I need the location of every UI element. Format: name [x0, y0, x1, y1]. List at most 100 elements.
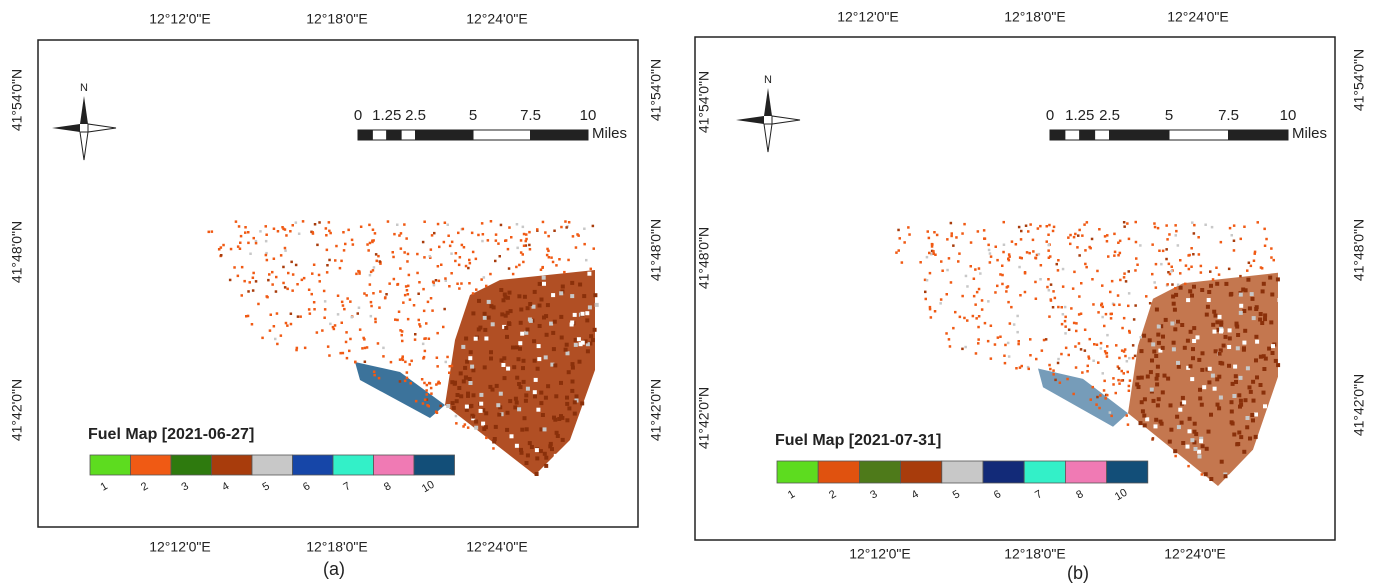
fuel-pixel	[528, 302, 533, 306]
fuel-pixel	[927, 236, 931, 240]
fuel-pixel	[383, 296, 387, 300]
fuel-pixel	[966, 285, 969, 288]
fuel-pixel	[516, 357, 521, 362]
fuel-pixel	[949, 281, 953, 284]
fuel-pixel	[594, 302, 599, 307]
fuel-pixel	[1092, 359, 1095, 362]
fuel-pixel	[468, 282, 471, 285]
fuel-pixel	[1187, 416, 1192, 421]
fuel-pixel	[551, 330, 556, 335]
fuel-pixel	[1176, 319, 1180, 324]
fuel-pixel	[572, 312, 577, 317]
fuel-pixel	[393, 232, 396, 236]
fuel-pixel	[1174, 292, 1179, 297]
fuel-pixel	[1122, 316, 1126, 320]
fuel-pixel	[464, 407, 469, 412]
fuel-pixel	[1191, 347, 1195, 352]
fuel-pixel	[1218, 395, 1223, 400]
fuel-pixel	[457, 263, 461, 267]
fuel-pixel	[508, 226, 511, 229]
fuel-pixel	[392, 255, 395, 259]
fuel-pixel	[1245, 425, 1250, 430]
fuel-pixel	[544, 314, 549, 319]
fuel-pixel	[553, 453, 558, 458]
fuel-pixel	[570, 294, 575, 299]
fuel-pixel	[247, 290, 250, 293]
fuel-pixel	[559, 335, 564, 340]
fuel-pixel	[303, 346, 307, 350]
fuel-pixel	[1229, 400, 1234, 405]
fuel-pixel	[1160, 345, 1165, 350]
fuel-pixel	[1247, 306, 1252, 311]
longitude-label: 12°12'0"E	[837, 9, 899, 25]
fuel-pixel	[1010, 305, 1013, 309]
fuel-pixel	[457, 231, 460, 235]
fuel-pixel	[1127, 270, 1130, 273]
scale-bar-segment	[1064, 129, 1081, 141]
fuel-pixel	[1263, 317, 1267, 322]
fuel-pixel	[474, 257, 478, 261]
fuel-pixel	[442, 325, 445, 329]
longitude-label: 12°18'0"E	[1004, 9, 1066, 25]
fuel-pixel	[1171, 294, 1176, 299]
map-frame	[694, 36, 1336, 541]
fuel-pixel	[429, 386, 433, 390]
fuel-pixel	[404, 285, 408, 288]
fuel-pixel	[1125, 414, 1128, 417]
longitude-label: 12°18'0"E	[1004, 546, 1066, 562]
fuel-pixel	[1039, 264, 1043, 267]
fuel-pixel	[468, 356, 473, 361]
fuel-pixel	[269, 313, 272, 316]
north-arrow	[87, 123, 117, 133]
panel-caption: (b)	[1067, 563, 1089, 583]
fuel-pixel	[512, 365, 517, 370]
fuel-pixel	[1229, 291, 1234, 296]
fuel-pixel	[932, 250, 935, 253]
fuel-pixel	[243, 279, 246, 283]
fuel-pixel	[496, 403, 501, 408]
fuel-pixel	[489, 304, 494, 309]
fuel-pixel	[450, 252, 453, 255]
fuel-pixel	[1238, 310, 1243, 315]
scale-label: 10	[580, 107, 597, 124]
fuel-pixel	[1037, 252, 1041, 256]
fuel-pixel	[572, 400, 577, 405]
fuel-pixel	[519, 447, 523, 452]
fuel-pixel	[1206, 298, 1211, 302]
fuel-pixel	[468, 261, 472, 265]
fuel-pixel	[552, 319, 557, 324]
fuel-pixel	[1018, 256, 1022, 259]
fuel-pixel	[1120, 349, 1124, 352]
fuel-pixel	[276, 230, 280, 233]
fuel-pixel	[504, 325, 509, 330]
fuel-pixel	[521, 253, 524, 256]
fuel-pixel	[524, 244, 528, 247]
fuel-pixel	[1007, 257, 1010, 260]
fuel-pixel	[539, 390, 544, 395]
legend-label: 4	[910, 488, 921, 501]
fuel-pixel	[966, 319, 969, 322]
fuel-pixel	[1095, 403, 1098, 406]
fuel-pixel	[1139, 244, 1142, 247]
fuel-pixel	[1210, 225, 1214, 229]
fuel-pixel	[446, 223, 449, 226]
legend-label: 3	[868, 488, 879, 501]
fuel-pixel	[1212, 309, 1217, 314]
fuel-pixel	[1200, 367, 1205, 372]
fuel-pixel	[341, 304, 345, 307]
fuel-pixel	[1185, 444, 1190, 449]
fuel-pixel	[1253, 434, 1258, 439]
fuel-pixel	[1016, 314, 1019, 318]
fuel-pixel	[988, 261, 992, 264]
fuel-pixel	[1213, 313, 1218, 318]
fuel-pixel	[1149, 387, 1154, 392]
legend-label: 8	[1074, 488, 1085, 501]
fuel-pixel	[950, 234, 953, 238]
fuel-pixel	[461, 227, 465, 231]
fuel-pixel	[1028, 251, 1031, 255]
fuel-pixel	[336, 313, 340, 316]
fuel-pixel	[1217, 351, 1222, 356]
fuel-pixel	[1247, 385, 1252, 390]
fuel-pixel	[518, 341, 523, 346]
fuel-pixel	[1174, 224, 1177, 227]
